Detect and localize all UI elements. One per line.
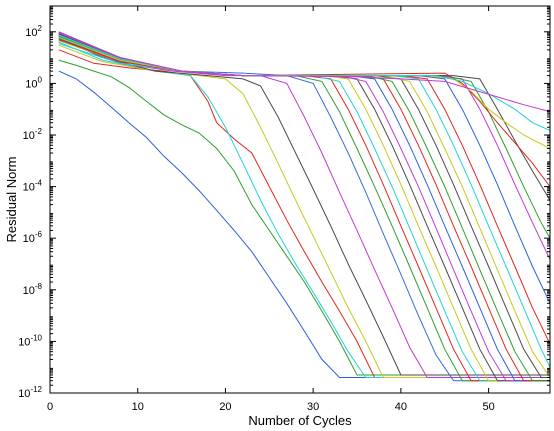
series-line-20 (58, 35, 550, 368)
series-line-1 (58, 70, 550, 378)
x-axis-ticks: 0 10 20 30 40 50 (47, 6, 495, 413)
series-line-8 (58, 35, 550, 382)
series-line-3 (58, 49, 550, 378)
x-axis-title: Number of Cycles (248, 413, 352, 428)
series-line-17 (58, 37, 550, 382)
y-tick-label: 10-6 (23, 230, 43, 245)
series-line-13 (58, 33, 550, 382)
x-tick-label: 0 (47, 401, 53, 413)
y-tick-exponent: 0 (38, 75, 43, 84)
series-line-10 (58, 32, 550, 382)
y-tick-base: 10 (23, 233, 35, 245)
y-tick-label: 102 (25, 24, 42, 39)
y-tick-exponent: -10 (30, 333, 42, 342)
series-line-5 (58, 44, 550, 378)
y-tick-label: 10-4 (23, 179, 43, 194)
series-line-7 (58, 39, 550, 378)
y-tick-exponent: -6 (35, 230, 43, 239)
y-tick-exponent: -4 (35, 179, 43, 188)
y-tick-label: 10-10 (18, 333, 42, 348)
y-axis-title: Residual Norm (4, 157, 19, 243)
series-line-4 (58, 41, 550, 378)
x-tick-label: 50 (482, 401, 494, 413)
series-line-9 (58, 40, 550, 382)
x-tick-label: 20 (219, 401, 231, 413)
series-line-2 (58, 59, 550, 376)
y-tick-base: 10 (18, 388, 30, 400)
y-tick-exponent: -12 (30, 385, 42, 394)
y-tick-exponent: 2 (38, 24, 43, 33)
y-tick-base: 10 (25, 27, 37, 39)
series-line-21 (58, 31, 550, 345)
series-line-29 (58, 32, 550, 113)
series-line-11 (58, 43, 550, 382)
x-tick-label: 10 (132, 401, 144, 413)
y-tick-label: 10-12 (18, 385, 42, 400)
y-tick-exponent: -8 (35, 282, 43, 291)
series-line-28 (58, 34, 550, 131)
series-line-16 (58, 34, 550, 382)
series-layer (58, 31, 550, 382)
y-tick-base: 10 (18, 336, 30, 348)
series-line-27 (58, 37, 550, 149)
y-tick-label: 100 (25, 75, 42, 90)
y-tick-base: 10 (25, 78, 37, 90)
y-tick-base: 10 (23, 182, 35, 194)
y-tick-label: 10-8 (23, 282, 43, 297)
x-tick-label: 30 (307, 401, 319, 413)
y-tick-base: 10 (23, 285, 35, 297)
series-line-15 (58, 31, 550, 382)
plot-frame (49, 5, 551, 394)
y-tick-base: 10 (23, 130, 35, 142)
series-line-18 (58, 33, 550, 378)
y-tick-exponent: -2 (35, 127, 43, 136)
y-tick-label: 10-2 (23, 127, 43, 142)
x-tick-label: 40 (395, 401, 407, 413)
series-line-6 (58, 37, 550, 376)
